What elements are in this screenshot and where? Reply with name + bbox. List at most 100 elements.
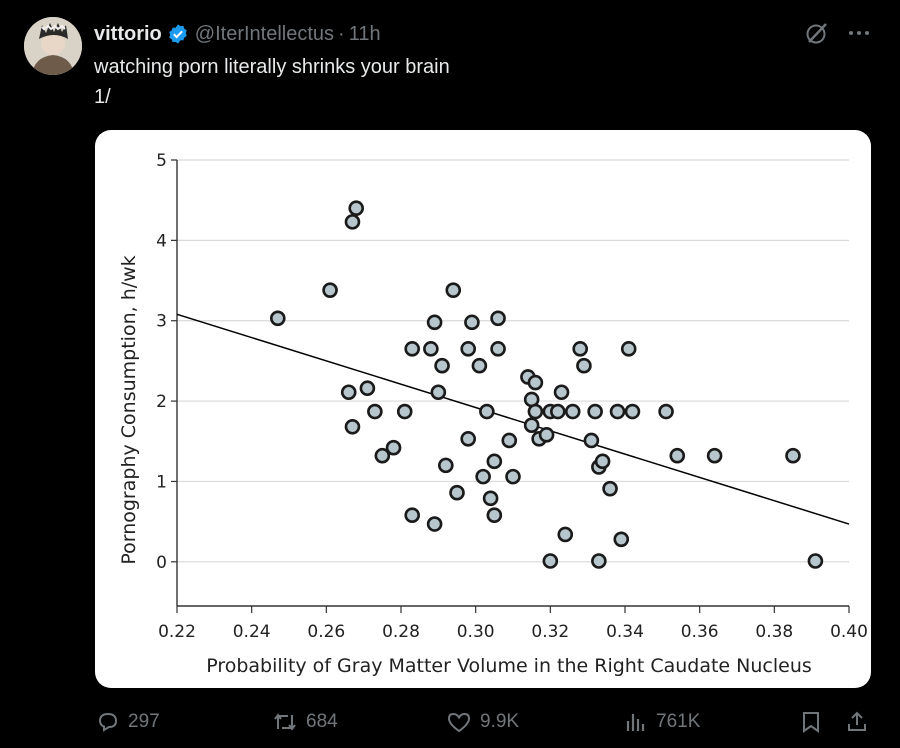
data-point — [322, 282, 338, 298]
axes — [171, 159, 850, 613]
data-point — [434, 357, 450, 374]
more-icon[interactable] — [846, 20, 872, 46]
data-point — [479, 403, 495, 420]
data-point — [591, 553, 607, 569]
repost-count: 684 — [306, 711, 338, 732]
data-point — [583, 432, 600, 449]
separator-dot: · — [338, 22, 345, 45]
data-point — [460, 431, 477, 447]
data-point — [609, 403, 626, 420]
data-point — [486, 507, 503, 523]
data-point — [404, 507, 421, 523]
x-tick-label: 0.26 — [307, 622, 345, 642]
data-point — [658, 403, 674, 420]
data-point — [549, 403, 566, 420]
data-point — [553, 384, 570, 401]
data-point — [602, 480, 618, 497]
data-point — [505, 468, 521, 485]
y-tick-label: 1 — [156, 472, 167, 492]
x-tick-label: 0.34 — [606, 622, 644, 642]
post-media-chart[interactable]: 0.22 0.24 0.26 0.28 0.30 0.32 0.34 0.36 0.38 0.40… — [95, 130, 871, 688]
views-button[interactable]: 761K — [624, 705, 700, 739]
data-point — [624, 403, 641, 420]
verified-badge-icon — [169, 24, 187, 44]
data-point — [426, 516, 443, 532]
data-point — [490, 341, 506, 357]
x-tick-label: 0.38 — [755, 622, 793, 642]
data-point — [557, 526, 574, 543]
data-point — [449, 484, 465, 501]
y-tick-label: 0 — [156, 553, 167, 573]
data-point — [486, 453, 503, 470]
avatar-image — [24, 17, 82, 75]
data-point — [374, 447, 391, 464]
data-point — [367, 403, 383, 420]
data-point — [564, 403, 581, 420]
data-point — [475, 468, 491, 485]
data-point — [501, 432, 518, 449]
post-time[interactable]: 11h — [348, 22, 381, 45]
like-button[interactable]: 9.9K — [446, 705, 519, 739]
x-tick-label: 0.28 — [382, 622, 420, 642]
y-tick-labels: 0 1 2 3 4 5 — [156, 151, 167, 573]
data-point — [807, 553, 824, 569]
data-point — [613, 531, 630, 548]
data-point — [396, 403, 413, 420]
share-button[interactable] — [845, 705, 869, 739]
data-point — [538, 427, 555, 443]
data-point — [587, 403, 603, 420]
reply-count: 297 — [128, 711, 160, 732]
grok-icon[interactable] — [804, 20, 830, 46]
data-point — [527, 403, 544, 420]
data-point — [426, 314, 443, 331]
data-point — [542, 553, 559, 569]
author-handle[interactable]: @IterIntellectus — [194, 22, 335, 45]
x-tick-label: 0.32 — [531, 622, 569, 642]
post-text-line-2: 1/ — [94, 86, 111, 108]
data-point — [471, 357, 488, 374]
post-text-line-1: watching porn literally shrinks your bra… — [94, 56, 450, 78]
data-point — [527, 374, 544, 391]
data-point — [669, 447, 686, 464]
author-name[interactable]: vittorio — [94, 22, 162, 45]
y-tick-label: 3 — [156, 312, 167, 332]
data-point — [344, 214, 361, 230]
data-point — [344, 418, 361, 435]
scatter-chart: 0.22 0.24 0.26 0.28 0.30 0.32 0.34 0.36 0.38 0.40… — [118, 151, 868, 677]
y-axis-label: Pornography Consumption, h/wk — [118, 255, 140, 564]
x-tick-label: 0.22 — [158, 622, 196, 642]
reply-icon — [98, 712, 118, 732]
data-point — [490, 310, 506, 327]
data-point — [460, 341, 477, 357]
repost-button[interactable]: 684 — [272, 705, 338, 739]
data-point — [464, 314, 480, 331]
post-header: vittorio @IterIntellectus · 11h — [94, 20, 381, 48]
data-point — [482, 490, 499, 507]
data-point — [404, 341, 421, 357]
top-right-actions — [804, 20, 872, 46]
data-point — [572, 341, 589, 357]
data-point — [620, 341, 637, 357]
grid-lines — [177, 159, 849, 563]
y-tick-label: 4 — [156, 231, 167, 251]
view-count: 761K — [656, 711, 701, 732]
data-point — [340, 384, 357, 401]
data-point — [445, 282, 462, 298]
data-point — [437, 457, 454, 474]
data-point — [359, 380, 376, 397]
data-point — [706, 447, 723, 464]
data-point — [594, 453, 611, 470]
x-tick-label: 0.36 — [681, 622, 719, 642]
data-points — [270, 200, 824, 569]
data-point — [523, 417, 540, 433]
like-count: 9.9K — [480, 711, 520, 732]
data-point — [785, 447, 801, 464]
share-icon — [848, 711, 866, 731]
data-point — [423, 341, 439, 357]
repost-icon — [274, 713, 296, 731]
author-avatar[interactable] — [24, 17, 82, 75]
data-point — [385, 439, 402, 456]
x-tick-label: 0.30 — [457, 622, 495, 642]
bookmark-button[interactable] — [800, 705, 822, 739]
reply-button[interactable]: 297 — [96, 705, 160, 739]
